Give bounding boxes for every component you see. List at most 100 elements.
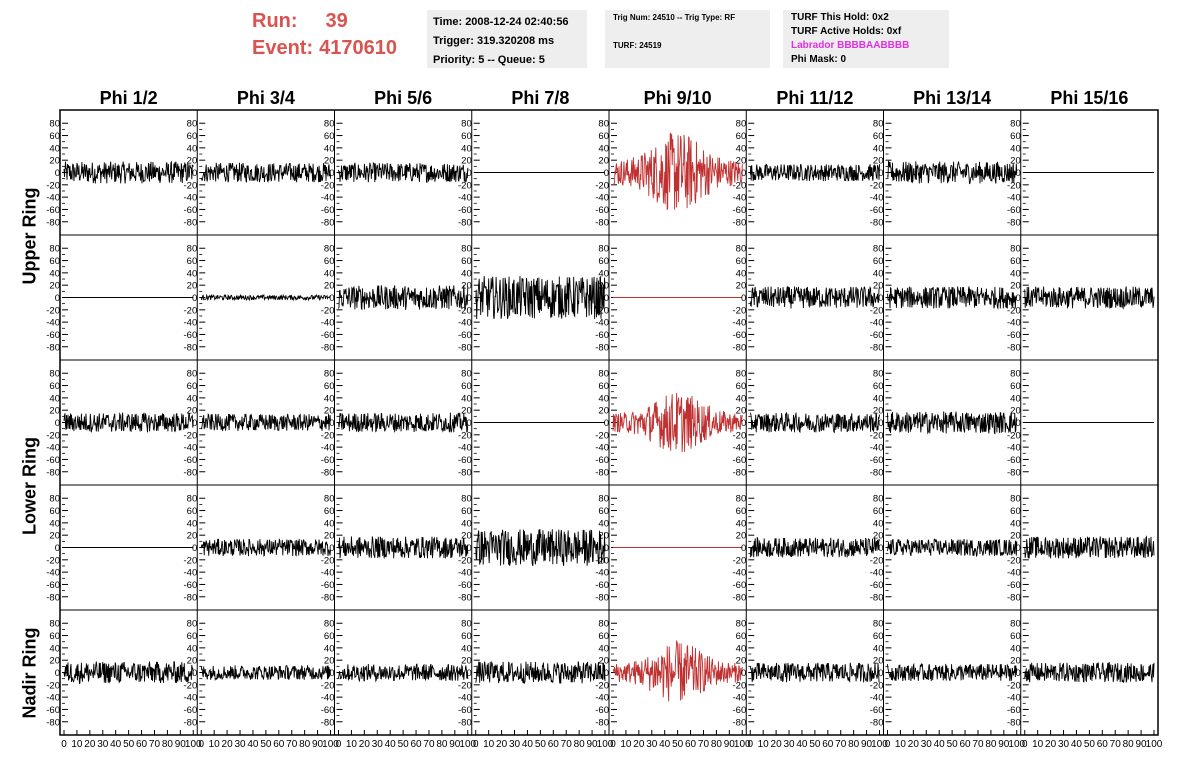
y-tick-label: 60 [736, 381, 747, 392]
x-tick-label: 50 [809, 739, 821, 750]
y-tick-label: 0 [55, 168, 60, 179]
y-tick-label: 20 [187, 531, 198, 542]
y-tick-label: -80 [595, 592, 609, 603]
waveform-trace [63, 160, 194, 184]
y-tick-label: 20 [187, 156, 198, 167]
y-tick-label: -80 [321, 592, 335, 603]
waveform-trace [887, 411, 1018, 435]
y-tick-label: -60 [870, 330, 884, 341]
y-tick-label: 20 [187, 281, 198, 292]
y-tick-label: 40 [187, 518, 198, 529]
y-tick-label: -40 [595, 318, 609, 329]
y-tick-label: -60 [321, 455, 335, 466]
x-tick-label: 30 [234, 739, 246, 750]
x-tick-label: 70 [423, 739, 435, 750]
x-tick-label: 60 [959, 739, 971, 750]
y-tick-label: -40 [321, 568, 335, 579]
y-tick-label: 60 [461, 381, 472, 392]
y-tick-label: -80 [46, 467, 60, 478]
y-tick-label: 60 [49, 131, 60, 142]
y-tick-label: -60 [733, 455, 747, 466]
x-tick-label: 0 [1022, 739, 1028, 750]
waveform-trace [612, 132, 743, 211]
y-tick-label: 80 [187, 619, 198, 630]
column-header: Phi 13/14 [913, 88, 992, 108]
y-tick-label: 0 [878, 543, 883, 554]
y-tick-label: -20 [1007, 555, 1021, 566]
y-tick-label: 20 [736, 281, 747, 292]
y-tick-label: 40 [1010, 643, 1021, 654]
y-tick-label: 0 [741, 293, 746, 304]
y-tick-label: 0 [604, 293, 609, 304]
x-tick-label: 90 [312, 739, 324, 750]
x-tick-label: 70 [286, 739, 298, 750]
y-tick-label: -80 [46, 592, 60, 603]
y-tick-label: 80 [324, 369, 335, 380]
y-tick-label: 0 [192, 293, 197, 304]
y-tick-label: 60 [1010, 256, 1021, 267]
y-tick-label: -20 [870, 180, 884, 191]
waveform-trace [1024, 286, 1155, 310]
y-tick-label: 20 [598, 656, 609, 667]
y-tick-label: -20 [184, 430, 198, 441]
y-tick-label: -20 [321, 680, 335, 691]
y-tick-label: 60 [873, 506, 884, 517]
y-tick-label: 0 [741, 668, 746, 679]
y-tick-label: 20 [873, 531, 884, 542]
run-event-box: Run: 39 Event: 4170610 [252, 8, 397, 62]
y-tick-label: 60 [598, 506, 609, 517]
labrador-text: Labrador BBBBAABBBB [791, 40, 910, 51]
y-tick-label: -40 [458, 568, 472, 579]
y-tick-label: -40 [184, 193, 198, 204]
y-tick-label: 40 [873, 518, 884, 529]
y-tick-label: 80 [598, 494, 609, 505]
y-tick-label: -40 [733, 443, 747, 454]
y-tick-label: 80 [49, 119, 60, 130]
x-tick-label: 20 [359, 739, 371, 750]
x-tick-label: 70 [561, 739, 573, 750]
y-tick-label: 20 [324, 281, 335, 292]
y-tick-label: -40 [870, 318, 884, 329]
y-tick-label: -20 [46, 180, 60, 191]
x-tick-label: 40 [247, 739, 259, 750]
y-tick-label: -40 [1007, 693, 1021, 704]
waveform-trace [749, 662, 880, 683]
x-tick-label: 0 [198, 739, 204, 750]
y-tick-label: -80 [458, 717, 472, 728]
x-tick-label: 20 [496, 739, 508, 750]
y-tick-label: -40 [595, 443, 609, 454]
y-tick-label: -40 [458, 693, 472, 704]
y-tick-label: 20 [49, 656, 60, 667]
x-tick-label: 60 [273, 739, 285, 750]
y-tick-label: -40 [321, 693, 335, 704]
y-tick-label: 60 [49, 256, 60, 267]
x-tick-label: 50 [1084, 739, 1096, 750]
column-header: Phi 15/16 [1050, 88, 1129, 108]
y-tick-label: 40 [324, 393, 335, 404]
y-tick-label: 40 [187, 393, 198, 404]
y-tick-label: 80 [873, 369, 884, 380]
column-header: Phi 5/6 [374, 88, 433, 108]
y-tick-label: 60 [1010, 381, 1021, 392]
y-tick-label: 40 [187, 143, 198, 154]
x-tick-label: 30 [372, 739, 384, 750]
y-tick-label: 20 [598, 281, 609, 292]
y-tick-label: -20 [733, 555, 747, 566]
x-tick-label: 20 [1045, 739, 1057, 750]
x-tick-label: 80 [436, 739, 448, 750]
y-tick-label: -80 [46, 342, 60, 353]
y-tick-label: 40 [1010, 143, 1021, 154]
y-tick-label: -60 [595, 705, 609, 716]
y-tick-label: -80 [733, 342, 747, 353]
x-tick-label: 60 [822, 739, 834, 750]
x-tick-label: 90 [449, 739, 461, 750]
x-tick-label: 10 [346, 739, 358, 750]
y-tick-label: 40 [461, 393, 472, 404]
x-tick-label: 90 [724, 739, 736, 750]
y-tick-label: -40 [1007, 318, 1021, 329]
y-tick-label: -20 [870, 555, 884, 566]
turf-text: TURF: 24519 [613, 41, 662, 50]
x-tick-label: 10 [483, 739, 495, 750]
y-tick-label: -60 [595, 330, 609, 341]
y-tick-label: -20 [595, 680, 609, 691]
